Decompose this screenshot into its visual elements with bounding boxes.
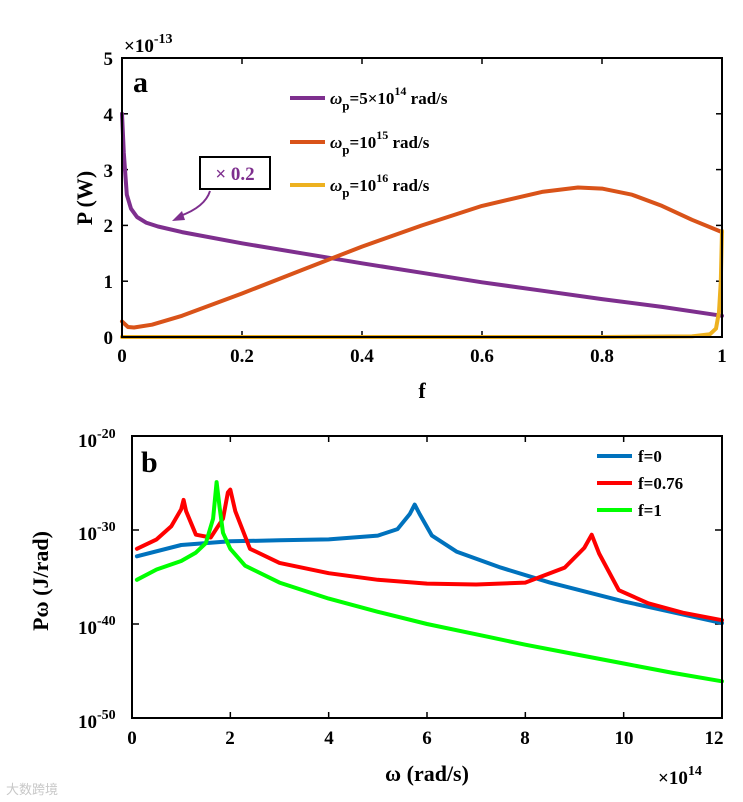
panel-b-x-tick-label: 12 xyxy=(705,728,724,749)
panel-a-x-tick-label: 0.4 xyxy=(350,346,374,367)
annotation-arrow xyxy=(179,190,211,217)
panel-b-letter: b xyxy=(141,446,158,479)
panel-b-y-tick-label: 10-50 xyxy=(78,708,116,733)
panel-a-legend: ωp=5×1014 rad/s ωp=1015 rad/s ωp=1016 ra… xyxy=(290,84,448,200)
panel-a-letter: a xyxy=(133,66,148,99)
legend-label-wp1e15: ωp=1015 rad/s xyxy=(330,128,430,157)
panel-b-y-tick-label: 10-40 xyxy=(78,614,116,639)
panel-a-y-tick-label: 3 xyxy=(104,161,114,182)
panel-b-legend: f=0 f=0.76 f=1 xyxy=(597,447,683,520)
watermark: 大数跨境 xyxy=(6,783,59,798)
panel-a-plot-area xyxy=(122,58,722,337)
panel-a-x-tick-label: 0.8 xyxy=(590,346,614,367)
panel-a-y-tick-label: 1 xyxy=(104,272,114,293)
panel-a-x-tick-label: 0.2 xyxy=(230,346,254,367)
legend-label-wp1e16: ωp=1016 rad/s xyxy=(330,171,430,200)
panel-b-series xyxy=(134,480,724,684)
panel-a-y-label: P (W) xyxy=(72,171,97,225)
series-f0-line xyxy=(134,502,724,626)
panel-b-plot-area xyxy=(132,436,722,718)
panel-b-x-multiplier: ×1014 xyxy=(658,764,702,789)
panel-b-axes-box xyxy=(131,435,723,719)
panel-b-y-tick-label: 10-30 xyxy=(78,520,116,545)
legend-label-wp5e14: ωp=5×1014 rad/s xyxy=(330,84,448,113)
panel-a-y-tick-label: 5 xyxy=(104,49,114,70)
panel-a: ×10-13 0 0.2 0.4 0.6 0.8 1 0 1 2 3 4 5 f… xyxy=(72,32,727,403)
panel-b-y-tick-label: 10-20 xyxy=(78,427,116,452)
panel-a-y-tick-label: 4 xyxy=(104,105,114,126)
panel-b-x-tick-label: 6 xyxy=(422,728,432,749)
legend-label-f1: f=1 xyxy=(638,501,662,520)
annotation-arrowhead xyxy=(172,211,185,221)
panel-a-x-tick-label: 1 xyxy=(717,346,727,367)
panel-a-x-label: f xyxy=(418,378,426,403)
panel-b-x-label: ω (rad/s) xyxy=(385,761,469,786)
legend-label-f0: f=0 xyxy=(638,447,662,466)
panel-a-x-tick-label: 0.6 xyxy=(470,346,494,367)
panel-b-x-tick-label: 4 xyxy=(324,728,334,749)
panel-b-x-tick-label: 2 xyxy=(225,728,235,749)
scale-annotation-box xyxy=(199,156,271,190)
panel-b-x-tick-label: 10 xyxy=(615,728,634,749)
panel-b-y-label: Pω (J/rad) xyxy=(28,531,53,631)
legend-label-f076: f=0.76 xyxy=(638,474,683,493)
panel-b-x-tick-label: 8 xyxy=(520,728,530,749)
panel-a-y-tick-label: 2 xyxy=(104,216,114,237)
panel-b: 0 2 4 6 8 10 12 ×1014 10-20 10-30 10-40 … xyxy=(28,427,724,789)
panel-a-x-tick-label: 0 xyxy=(117,346,127,367)
panel-a-axes-box xyxy=(121,57,723,338)
panel-a-y-tick-label: 0 xyxy=(104,328,114,349)
panel-a-y-multiplier: ×10-13 xyxy=(124,32,173,57)
series-f076-line xyxy=(134,487,724,623)
scale-annotation: × 0.2 xyxy=(215,164,254,185)
series-wp5e14-line xyxy=(120,111,724,318)
series-wp1e15-line xyxy=(120,185,724,330)
series-f1-line xyxy=(134,480,724,684)
panel-b-x-tick-label: 0 xyxy=(127,728,137,749)
